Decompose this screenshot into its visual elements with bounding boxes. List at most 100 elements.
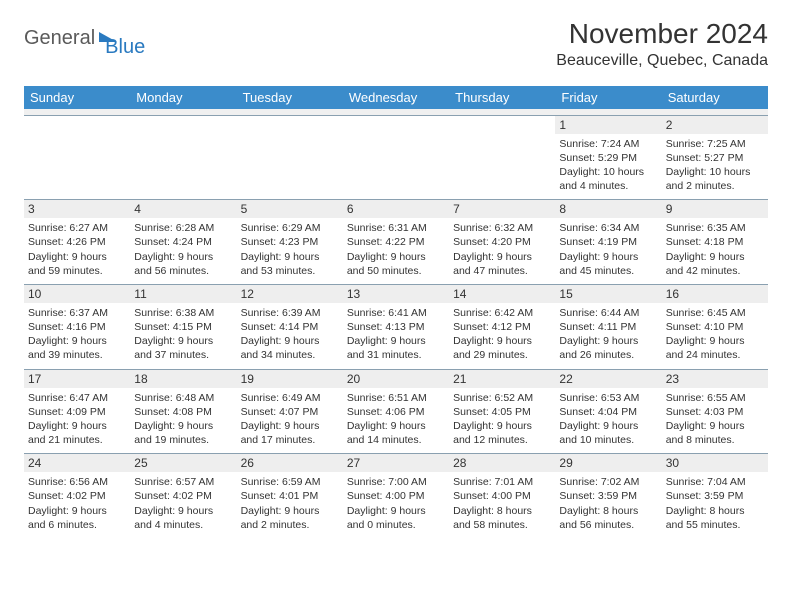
day-number-cell <box>130 115 236 134</box>
sunset-text: Sunset: 5:27 PM <box>666 151 764 165</box>
sunrise-text: Sunrise: 6:47 AM <box>28 391 126 405</box>
sunset-text: Sunset: 4:15 PM <box>134 320 232 334</box>
day-data-cell: Sunrise: 6:37 AMSunset: 4:16 PMDaylight:… <box>24 303 130 369</box>
sunset-text: Sunset: 4:02 PM <box>134 489 232 503</box>
day-number-cell <box>24 115 130 134</box>
sunset-text: Sunset: 4:12 PM <box>453 320 551 334</box>
day-number-cell: 16 <box>662 284 768 303</box>
day-data-cell <box>237 134 343 200</box>
daylight-text: Daylight: 9 hours and 37 minutes. <box>134 334 232 362</box>
sunset-text: Sunset: 4:03 PM <box>666 405 764 419</box>
day-data-cell: Sunrise: 6:55 AMSunset: 4:03 PMDaylight:… <box>662 388 768 454</box>
sunrise-text: Sunrise: 6:28 AM <box>134 221 232 235</box>
sunset-text: Sunset: 4:06 PM <box>347 405 445 419</box>
header: General Blue November 2024 Beauceville, … <box>24 18 768 70</box>
day-number-cell: 23 <box>662 369 768 388</box>
day-data-cell <box>24 134 130 200</box>
sunrise-text: Sunrise: 6:49 AM <box>241 391 339 405</box>
sunrise-text: Sunrise: 6:29 AM <box>241 221 339 235</box>
sunrise-text: Sunrise: 6:51 AM <box>347 391 445 405</box>
sunset-text: Sunset: 4:05 PM <box>453 405 551 419</box>
day-number-cell: 2 <box>662 115 768 134</box>
title-block: November 2024 Beauceville, Quebec, Canad… <box>556 18 768 70</box>
sunrise-text: Sunrise: 6:59 AM <box>241 475 339 489</box>
day-number-cell: 10 <box>24 284 130 303</box>
day-number-cell: 9 <box>662 200 768 219</box>
day-data-cell: Sunrise: 6:27 AMSunset: 4:26 PMDaylight:… <box>24 218 130 284</box>
day-number-cell: 26 <box>237 454 343 473</box>
sunset-text: Sunset: 4:26 PM <box>28 235 126 249</box>
day-data-cell: Sunrise: 6:56 AMSunset: 4:02 PMDaylight:… <box>24 472 130 538</box>
daylight-text: Daylight: 8 hours and 58 minutes. <box>453 504 551 532</box>
day-number-cell <box>343 115 449 134</box>
sunrise-text: Sunrise: 7:00 AM <box>347 475 445 489</box>
day-number-cell: 29 <box>555 454 661 473</box>
sunset-text: Sunset: 4:08 PM <box>134 405 232 419</box>
day-data-cell: Sunrise: 6:38 AMSunset: 4:15 PMDaylight:… <box>130 303 236 369</box>
day-data-cell: Sunrise: 6:59 AMSunset: 4:01 PMDaylight:… <box>237 472 343 538</box>
daylight-text: Daylight: 9 hours and 50 minutes. <box>347 250 445 278</box>
calendar-table: Sunday Monday Tuesday Wednesday Thursday… <box>24 86 768 538</box>
day-data-cell: Sunrise: 7:25 AMSunset: 5:27 PMDaylight:… <box>662 134 768 200</box>
sunrise-text: Sunrise: 6:56 AM <box>28 475 126 489</box>
day-header: Monday <box>130 86 236 109</box>
logo-word2: Blue <box>105 36 145 59</box>
sunset-text: Sunset: 4:11 PM <box>559 320 657 334</box>
sunset-text: Sunset: 4:14 PM <box>241 320 339 334</box>
sunset-text: Sunset: 4:09 PM <box>28 405 126 419</box>
daylight-text: Daylight: 9 hours and 42 minutes. <box>666 250 764 278</box>
day-number-cell <box>449 115 555 134</box>
sunrise-text: Sunrise: 7:02 AM <box>559 475 657 489</box>
sunset-text: Sunset: 4:19 PM <box>559 235 657 249</box>
sunrise-text: Sunrise: 6:39 AM <box>241 306 339 320</box>
logo-word1: General <box>24 27 95 50</box>
sunset-text: Sunset: 4:18 PM <box>666 235 764 249</box>
day-number-cell: 11 <box>130 284 236 303</box>
day-data-cell: Sunrise: 6:34 AMSunset: 4:19 PMDaylight:… <box>555 218 661 284</box>
day-data-cell: Sunrise: 6:48 AMSunset: 4:08 PMDaylight:… <box>130 388 236 454</box>
day-number-cell: 3 <box>24 200 130 219</box>
sunset-text: Sunset: 4:24 PM <box>134 235 232 249</box>
sunrise-text: Sunrise: 6:52 AM <box>453 391 551 405</box>
sunrise-text: Sunrise: 6:37 AM <box>28 306 126 320</box>
day-data-cell: Sunrise: 6:35 AMSunset: 4:18 PMDaylight:… <box>662 218 768 284</box>
day-number-row: 10111213141516 <box>24 284 768 303</box>
day-number-cell: 12 <box>237 284 343 303</box>
day-data-cell: Sunrise: 6:52 AMSunset: 4:05 PMDaylight:… <box>449 388 555 454</box>
day-data-cell: Sunrise: 6:32 AMSunset: 4:20 PMDaylight:… <box>449 218 555 284</box>
day-header: Tuesday <box>237 86 343 109</box>
daylight-text: Daylight: 9 hours and 4 minutes. <box>134 504 232 532</box>
day-header: Wednesday <box>343 86 449 109</box>
sunrise-text: Sunrise: 6:35 AM <box>666 221 764 235</box>
daylight-text: Daylight: 8 hours and 56 minutes. <box>559 504 657 532</box>
daylight-text: Daylight: 9 hours and 39 minutes. <box>28 334 126 362</box>
sunset-text: Sunset: 4:01 PM <box>241 489 339 503</box>
day-data-row: Sunrise: 6:37 AMSunset: 4:16 PMDaylight:… <box>24 303 768 369</box>
day-number-cell: 15 <box>555 284 661 303</box>
sunset-text: Sunset: 4:04 PM <box>559 405 657 419</box>
day-number-cell: 7 <box>449 200 555 219</box>
day-number-cell: 5 <box>237 200 343 219</box>
daylight-text: Daylight: 10 hours and 2 minutes. <box>666 165 764 193</box>
day-number-cell: 4 <box>130 200 236 219</box>
day-header: Saturday <box>662 86 768 109</box>
daylight-text: Daylight: 9 hours and 2 minutes. <box>241 504 339 532</box>
day-data-cell: Sunrise: 6:29 AMSunset: 4:23 PMDaylight:… <box>237 218 343 284</box>
sunrise-text: Sunrise: 7:25 AM <box>666 137 764 151</box>
day-data-cell: Sunrise: 6:49 AMSunset: 4:07 PMDaylight:… <box>237 388 343 454</box>
sunrise-text: Sunrise: 7:04 AM <box>666 475 764 489</box>
day-number-cell: 25 <box>130 454 236 473</box>
daylight-text: Daylight: 9 hours and 10 minutes. <box>559 419 657 447</box>
day-data-cell: Sunrise: 7:01 AMSunset: 4:00 PMDaylight:… <box>449 472 555 538</box>
day-data-cell: Sunrise: 7:02 AMSunset: 3:59 PMDaylight:… <box>555 472 661 538</box>
daylight-text: Daylight: 9 hours and 34 minutes. <box>241 334 339 362</box>
sunset-text: Sunset: 4:13 PM <box>347 320 445 334</box>
daylight-text: Daylight: 10 hours and 4 minutes. <box>559 165 657 193</box>
daylight-text: Daylight: 9 hours and 56 minutes. <box>134 250 232 278</box>
day-data-cell: Sunrise: 7:24 AMSunset: 5:29 PMDaylight:… <box>555 134 661 200</box>
day-data-cell <box>343 134 449 200</box>
day-number-cell: 17 <box>24 369 130 388</box>
sunset-text: Sunset: 4:22 PM <box>347 235 445 249</box>
sunset-text: Sunset: 4:00 PM <box>347 489 445 503</box>
daylight-text: Daylight: 9 hours and 6 minutes. <box>28 504 126 532</box>
